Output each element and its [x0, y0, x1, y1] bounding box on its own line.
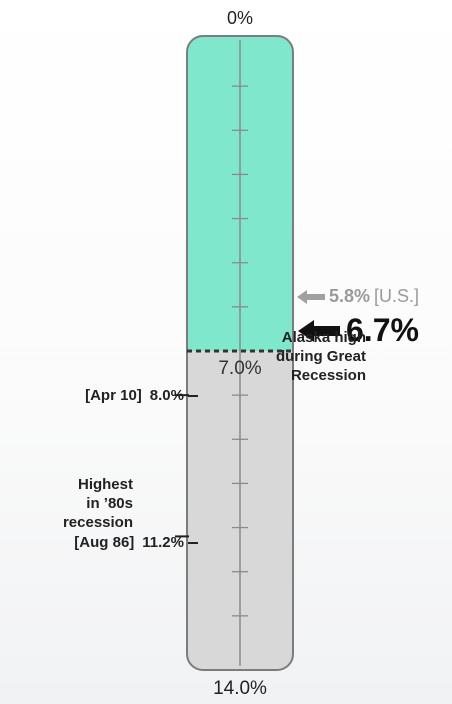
us-marker-label: [U.S.] [374, 286, 420, 306]
annotation-value: 8.0% [149, 387, 184, 404]
annotation-great-recession-value: [Apr 10] 8.0% [85, 387, 198, 404]
annotation-line: recession [62, 514, 133, 531]
alaska-marker: 6.7% [298, 312, 419, 349]
annotation-line: in ’80s [86, 495, 133, 512]
annotation-line: during Great [275, 348, 366, 365]
annotation-80s-recession: Highest in ’80s recession [63, 475, 133, 532]
annotation-date: [Aug 86] [74, 534, 135, 551]
us-marker-value: 5.8% [329, 286, 371, 306]
gray-arrow-icon [297, 289, 325, 304]
alaska-marker-value: 6.7% [346, 312, 419, 348]
annotation-dash [188, 541, 198, 544]
us-marker: 5.8% [U.S.] [297, 286, 419, 307]
scale-min-label: 0% [226, 8, 253, 28]
annotation-dash [188, 394, 198, 397]
annotation-line: Recession [290, 367, 366, 384]
annotation-date: [Apr 10] [85, 387, 142, 404]
annotation-line: Highest [77, 476, 133, 493]
annotation-value: 11.2% [142, 534, 184, 551]
annotation-80s-recession-value: [Aug 86] 11.2% [74, 534, 198, 551]
black-arrow-icon [298, 319, 340, 342]
scale-max-label: 14.0% [213, 678, 267, 699]
annotation-line: Alaska high [281, 329, 366, 346]
gauge-tube-outline [186, 35, 294, 671]
annotation-great-recession: Alaska high during Great Recession [276, 328, 366, 385]
threshold-label: 7.0% [218, 358, 262, 379]
